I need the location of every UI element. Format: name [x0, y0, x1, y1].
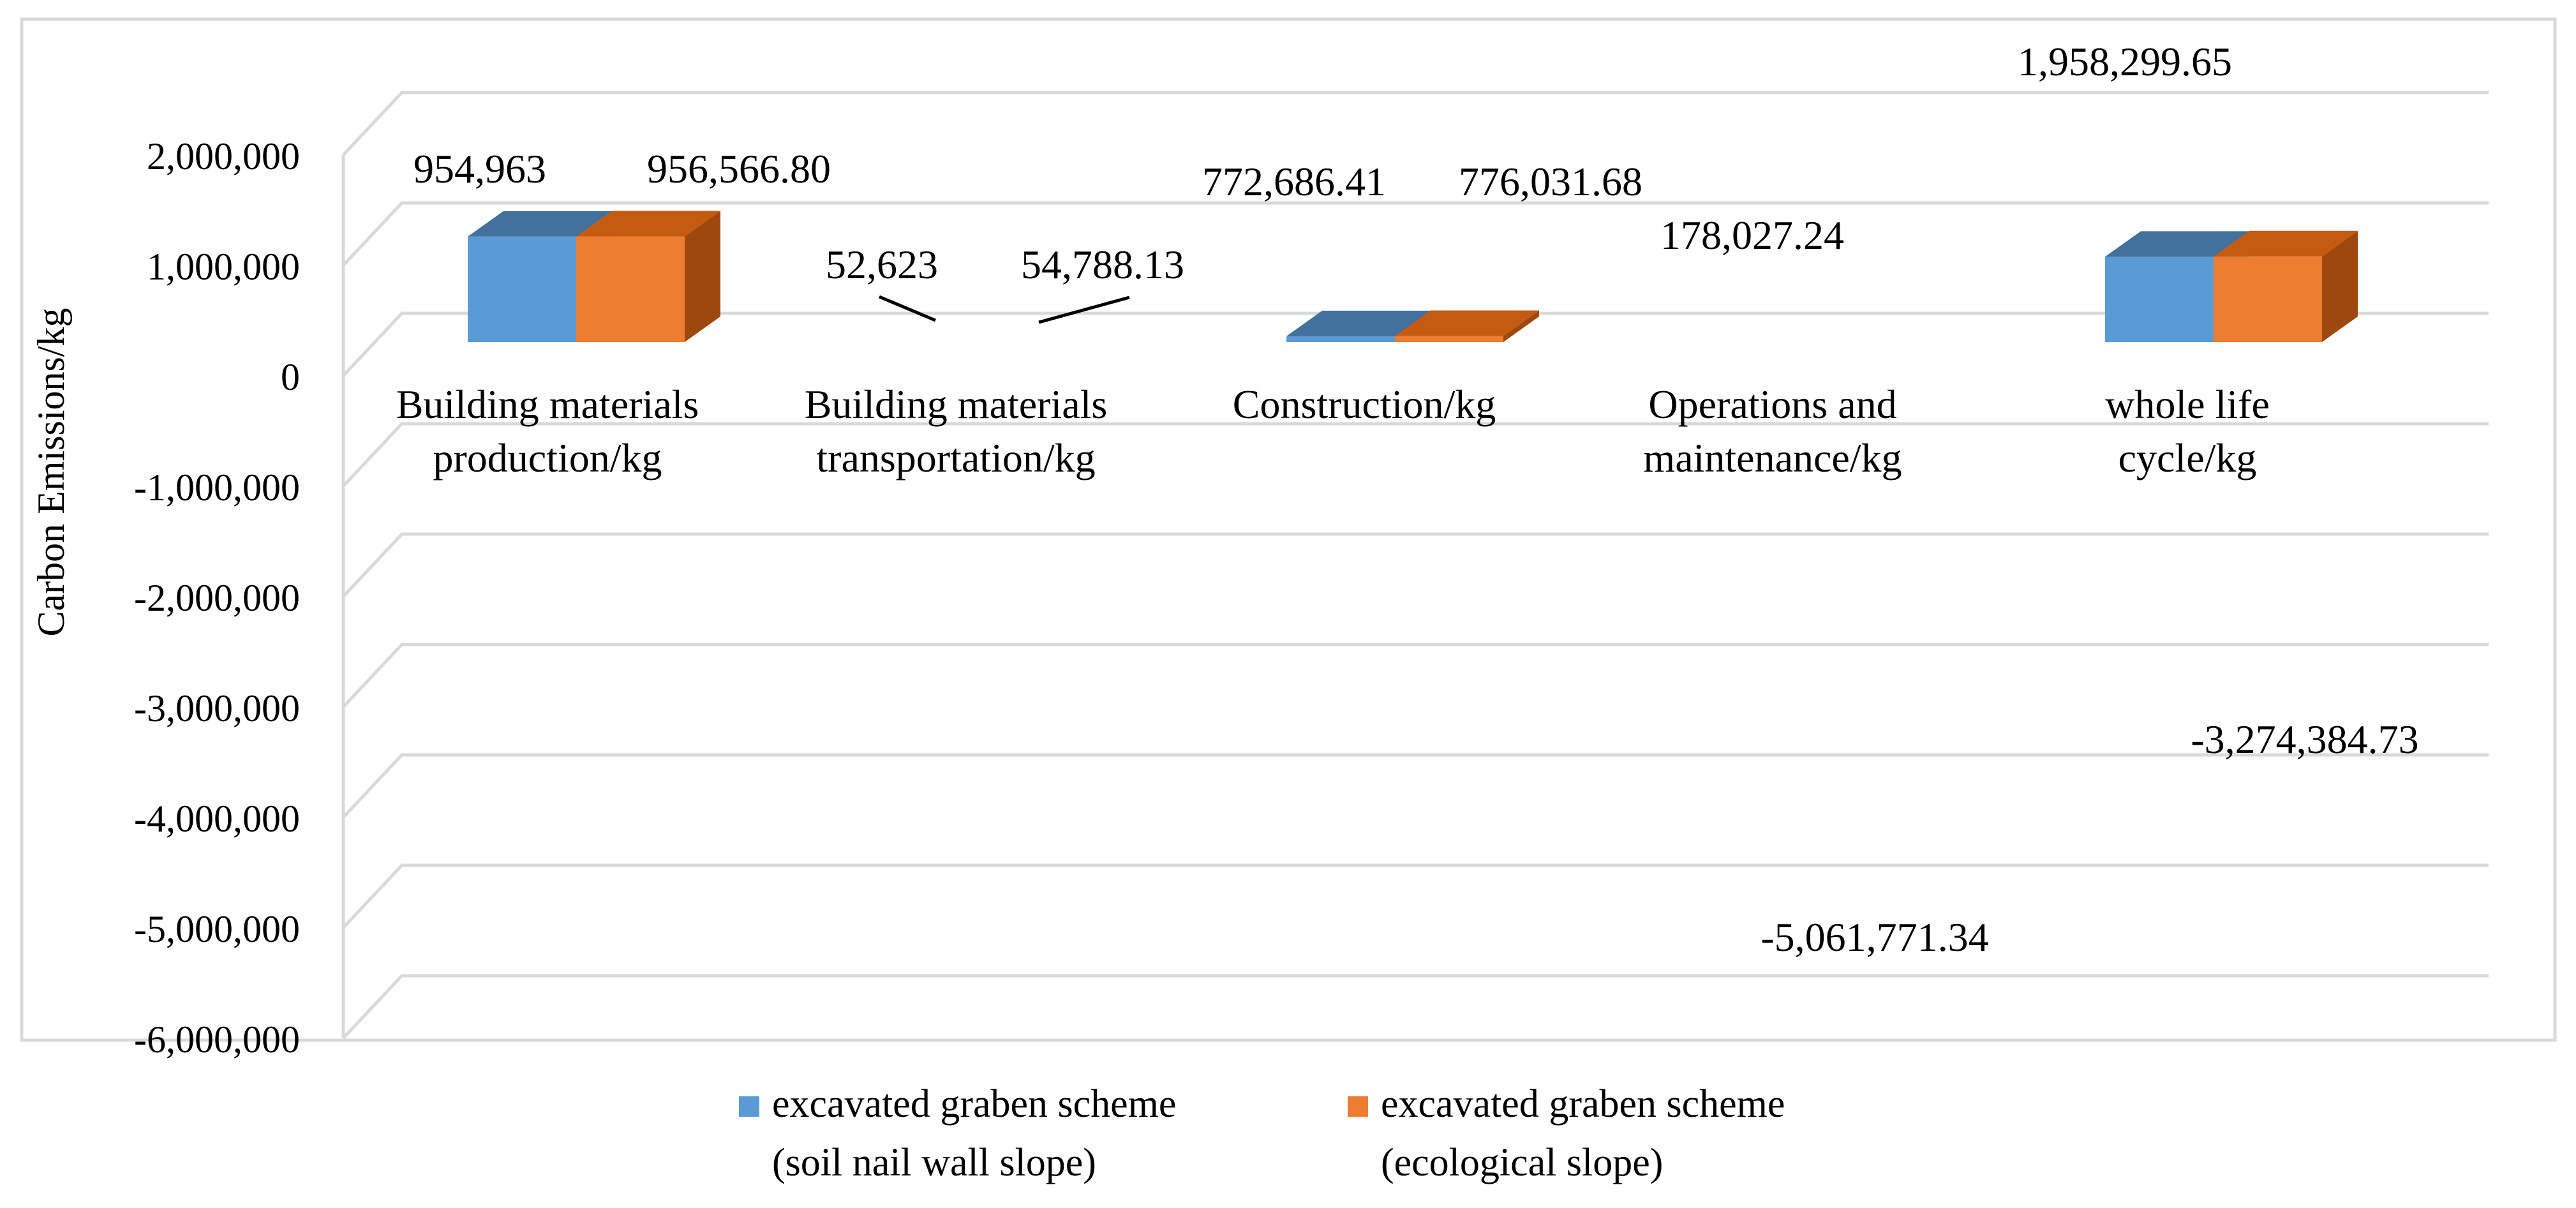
data-labels: 954,963 52,623 772,686.41 178,027.24 1,958,2… [413, 39, 2419, 960]
bar-top [468, 211, 612, 237]
legend-label: excavated graben scheme (ecological slope… [1381, 1082, 1785, 1184]
y-tick-label: -4,000,000 [134, 798, 300, 840]
bar-front [2214, 256, 2322, 342]
category-label: whole life cycle/kg [2105, 382, 2270, 481]
y-tick-label: -3,000,000 [134, 687, 300, 729]
bar-side [2322, 230, 2358, 342]
data-label: -5,061,771.34 [1761, 914, 1988, 960]
legend-swatch [1348, 1096, 1368, 1117]
data-label: 772,686.41 [1202, 159, 1386, 204]
legend-item: excavated graben scheme (ecological slope… [1348, 1082, 1785, 1184]
data-label: 956,566.80 [647, 146, 831, 191]
bar-side [685, 211, 720, 342]
y-axis-ticks: 2,000,000 1,000,000 0 -1,000,000 -2,000,000 -… [134, 135, 300, 1061]
y-tick-label: -2,000,000 [134, 577, 300, 619]
gridline [342, 643, 2489, 708]
bar-front [468, 236, 576, 342]
leader-line [879, 295, 936, 322]
chart-frame [20, 17, 2557, 1042]
y-tick-label: 1,000,000 [147, 246, 300, 288]
bar [576, 211, 720, 342]
category-label: Building materials production/kg [396, 382, 699, 481]
category-labels: Building materials production/kg Building … [396, 382, 2270, 481]
data-label: 776,031.68 [1459, 159, 1642, 204]
gridline [342, 974, 2489, 1040]
legend-swatch [739, 1096, 759, 1117]
data-label: 1,958,299.65 [2018, 39, 2232, 84]
bar [2214, 230, 2358, 342]
gridline [342, 201, 2489, 267]
category-label: Operations and maintenance/kg [1643, 382, 1902, 481]
legend: excavated graben scheme (soil nail wall s… [739, 1082, 1785, 1184]
data-label: 178,027.24 [1660, 213, 1844, 258]
y-tick-label: 2,000,000 [147, 135, 300, 177]
bar-top [2105, 231, 2249, 257]
bar [1395, 310, 1539, 342]
data-label: 954,963 [413, 146, 546, 191]
bar-top [2214, 230, 2358, 257]
legend-label: excavated graben scheme (soil nail wall s… [772, 1082, 1176, 1184]
category-label: Building materials transportation/kg [805, 382, 1108, 481]
leader-line [1038, 295, 1130, 324]
y-tick-label: -6,000,000 [134, 1018, 300, 1061]
bar-side [1503, 310, 1539, 342]
y-axis-title: Carbon Emissions/kg [30, 308, 72, 636]
category-label: Construction/kg [1233, 382, 1496, 427]
bar-front [1395, 336, 1503, 342]
bar-top [576, 211, 720, 237]
bar-front [2105, 257, 2214, 342]
gridline [342, 311, 2489, 377]
bar-top [1286, 310, 1431, 336]
gridline [342, 863, 2489, 929]
gridline [342, 532, 2489, 598]
bar-top [1395, 310, 1539, 336]
gridline [342, 753, 2489, 819]
gridline [342, 91, 2489, 156]
gridlines [341, 91, 2489, 1040]
y-tick-label: 0 [281, 356, 300, 398]
y-tick-label: -5,000,000 [134, 908, 300, 950]
data-label: -3,274,384.73 [2191, 717, 2418, 762]
data-label: 52,623 [826, 242, 938, 287]
y-tick-label: -1,000,000 [134, 466, 300, 509]
bars [468, 211, 2358, 342]
gridline [342, 422, 2489, 488]
legend-item: excavated graben scheme (soil nail wall s… [739, 1082, 1176, 1184]
data-label: 54,788.13 [1021, 242, 1184, 287]
bar-front [576, 236, 685, 342]
bar-front [1286, 336, 1395, 342]
